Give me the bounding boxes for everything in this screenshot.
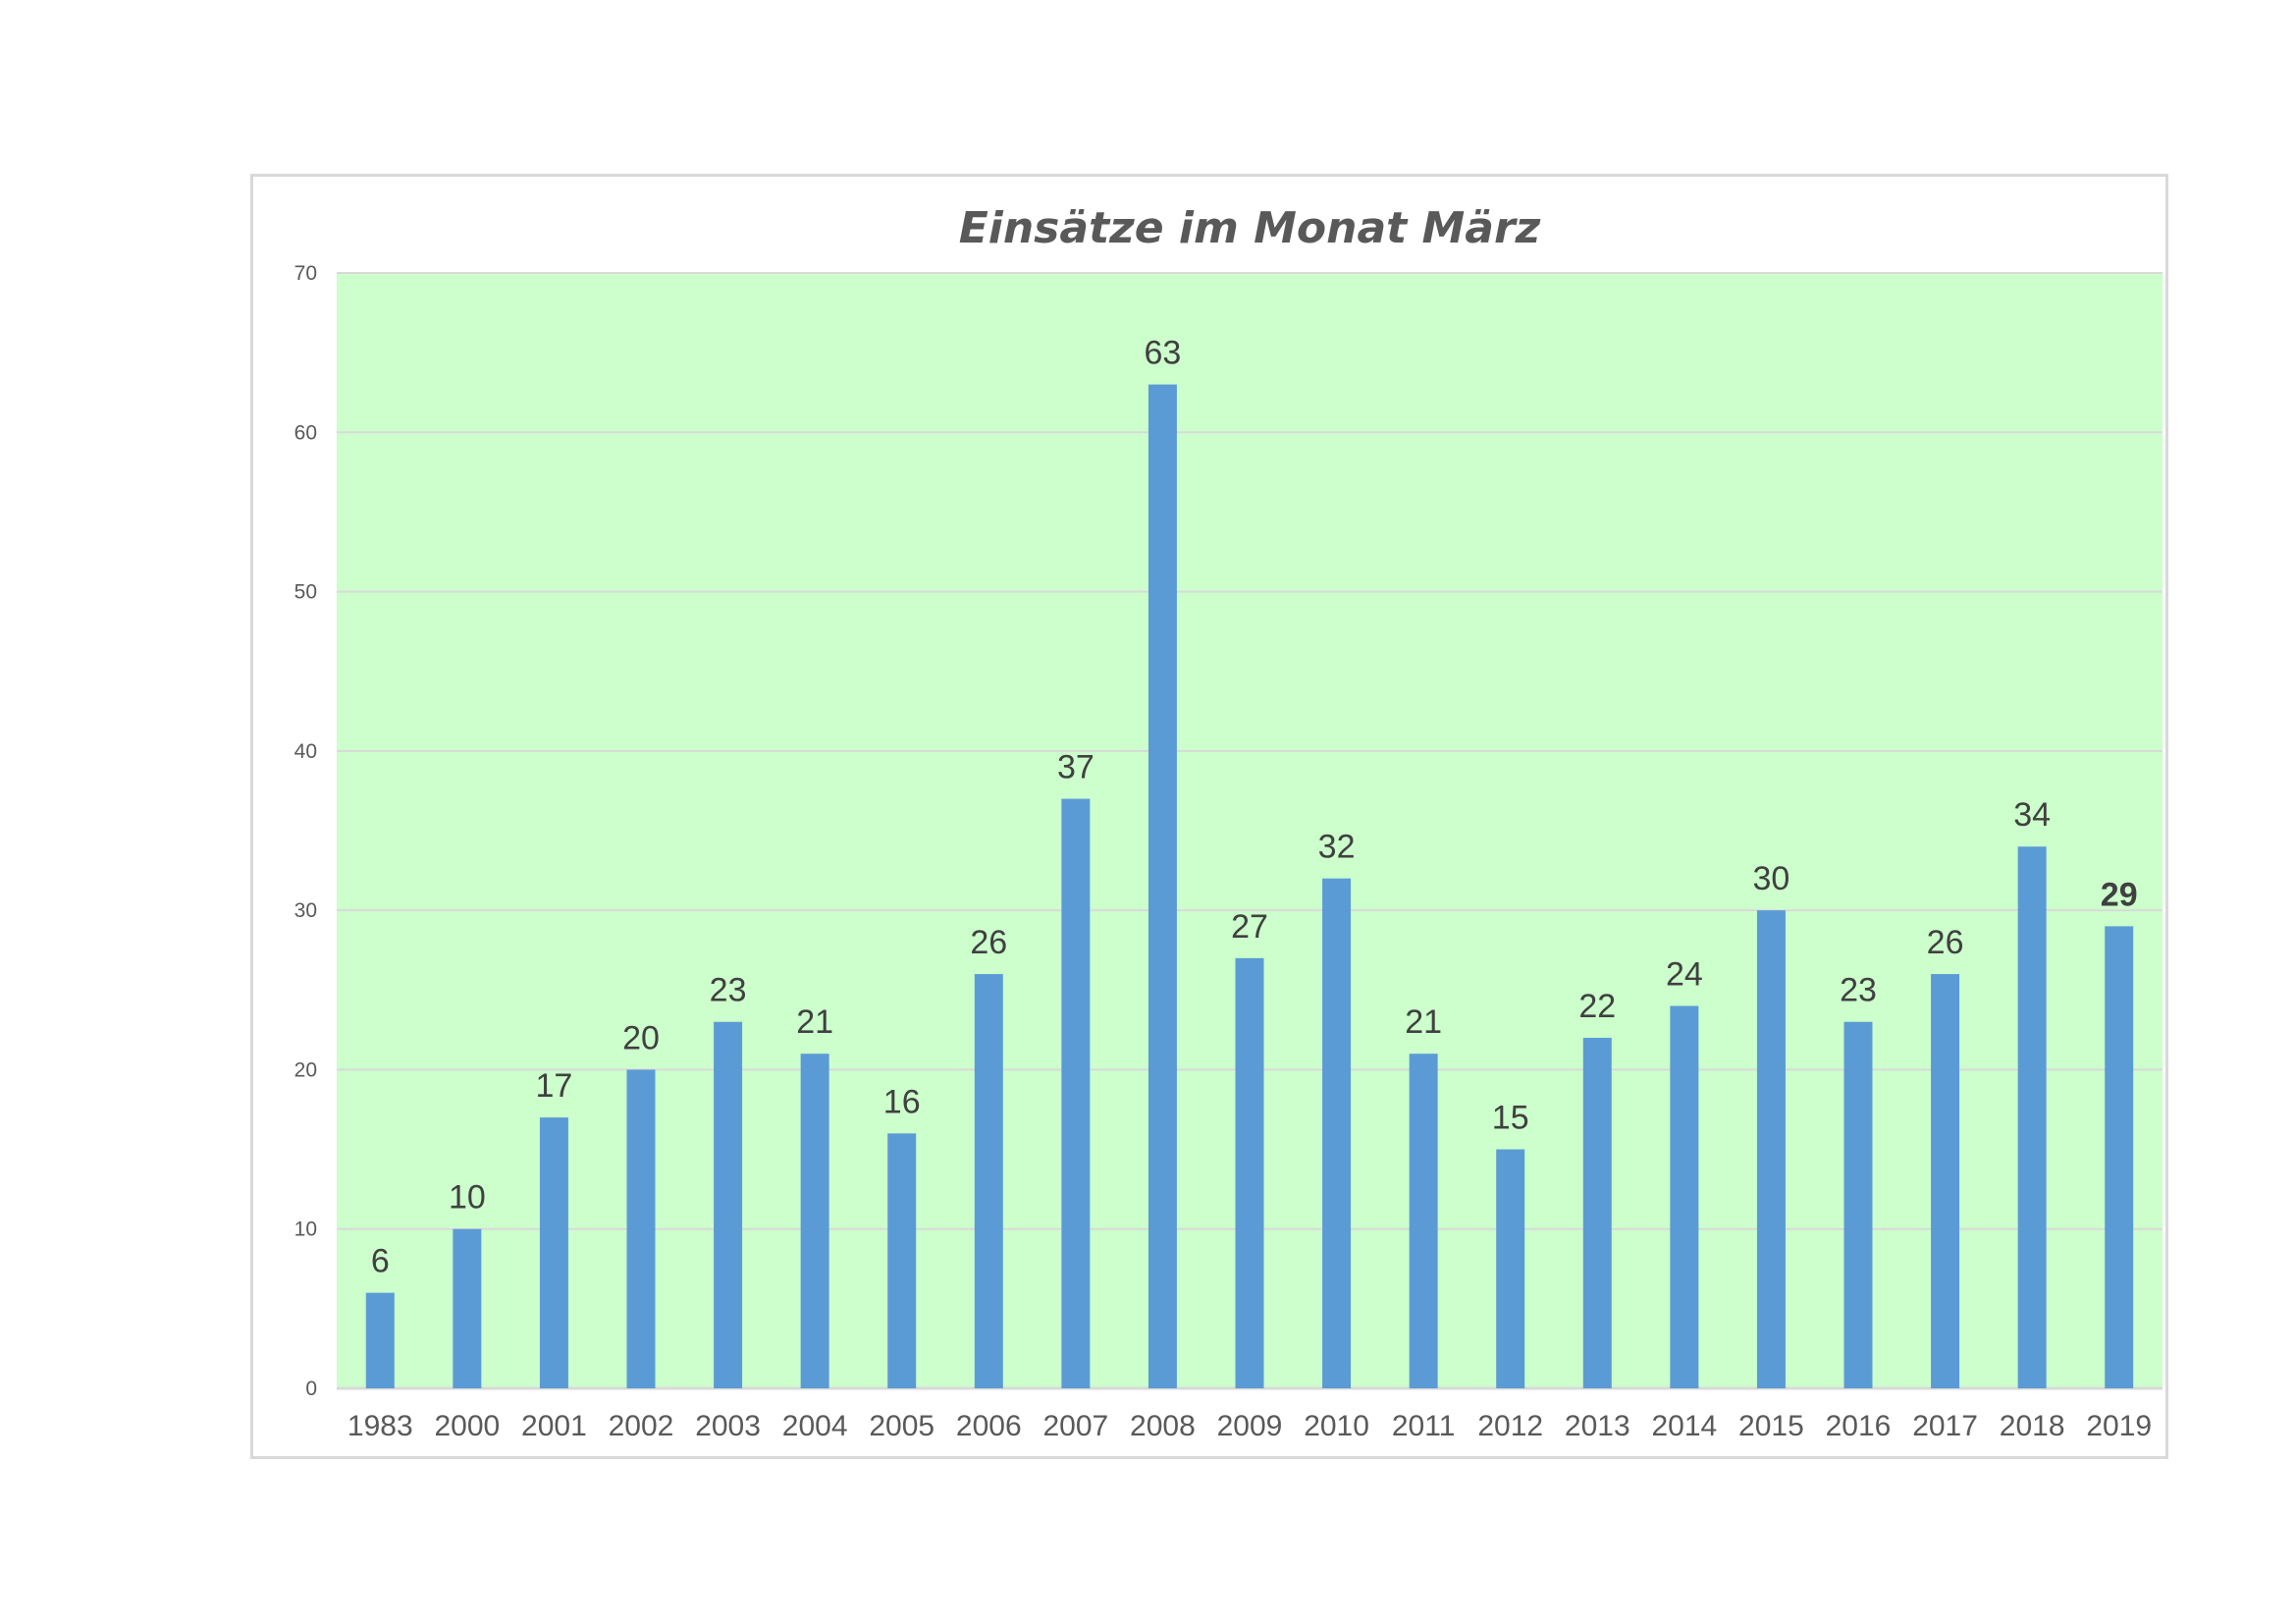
x-tick-label: 2018 — [2000, 1410, 2065, 1442]
x-tick-label: 2009 — [1217, 1410, 1283, 1442]
data-label: 34 — [2013, 796, 2051, 834]
x-tick-label: 2011 — [1392, 1410, 1456, 1442]
data-label: 26 — [970, 924, 1007, 961]
bar-chart: 0 10 20 30 40 50 60 70 6 10 17 20 23 21 16 26 37 63 27 32 2… — [294, 203, 2163, 1442]
bar — [626, 1069, 656, 1388]
bar — [2017, 846, 2047, 1388]
data-label: 21 — [1405, 1003, 1442, 1041]
y-tick-label: 20 — [294, 1058, 317, 1081]
data-label: 27 — [1231, 908, 1268, 946]
data-label: 6 — [371, 1243, 390, 1280]
data-label: 10 — [449, 1179, 486, 1217]
bar — [1148, 384, 1177, 1389]
y-tick-label: 50 — [294, 581, 317, 604]
y-tick-label: 40 — [294, 740, 317, 763]
x-tick-label: 2004 — [782, 1410, 848, 1442]
data-label: 63 — [1145, 335, 1182, 372]
bar — [800, 1054, 829, 1388]
y-tick-label: 10 — [294, 1218, 317, 1241]
x-tick-label: 2013 — [1565, 1410, 1630, 1442]
bar — [1843, 1021, 1873, 1388]
x-tick-label: 2005 — [869, 1410, 934, 1442]
data-label: 37 — [1057, 749, 1095, 786]
x-tick-label: 2001 — [521, 1410, 587, 1442]
bar — [1061, 798, 1091, 1388]
bar — [2105, 926, 2134, 1388]
bar — [1582, 1037, 1612, 1388]
x-tick-label: 2012 — [1477, 1410, 1543, 1442]
data-label: 32 — [1318, 829, 1356, 866]
data-labels: 6 10 17 20 23 21 16 26 37 63 27 32 21 15 22 24 30 23 26 34 2… — [371, 335, 2138, 1280]
x-tick-label: 2006 — [956, 1410, 1022, 1442]
data-label: 29 — [2101, 876, 2138, 913]
x-tick-label: 2017 — [1912, 1410, 1978, 1442]
data-label: 21 — [796, 1003, 833, 1041]
bar — [1670, 1005, 1699, 1388]
data-label: 23 — [710, 972, 747, 1009]
data-label: 20 — [622, 1019, 660, 1056]
x-tick-label: 2003 — [695, 1410, 761, 1442]
bar — [1756, 910, 1786, 1388]
data-label: 30 — [1753, 860, 1790, 897]
x-tick-label: 2019 — [2086, 1410, 2152, 1442]
bar — [365, 1292, 395, 1388]
x-tick-label: 2010 — [1304, 1410, 1369, 1442]
bar — [539, 1117, 568, 1388]
x-tick-label: 2007 — [1042, 1410, 1108, 1442]
x-tick-label: 2008 — [1130, 1410, 1196, 1442]
bar — [1496, 1149, 1525, 1388]
data-label: 17 — [536, 1067, 573, 1105]
y-tick-label: 70 — [294, 262, 317, 285]
bar — [974, 974, 1003, 1388]
x-tick-label: 2016 — [1826, 1410, 1892, 1442]
data-label: 16 — [883, 1083, 921, 1120]
bar — [1235, 957, 1264, 1388]
x-tick-label: 2002 — [609, 1410, 674, 1442]
bar — [1409, 1054, 1438, 1388]
data-label: 24 — [1666, 956, 1703, 994]
bar — [1322, 878, 1352, 1388]
data-label: 26 — [1927, 924, 1964, 961]
y-tick-label: 0 — [305, 1378, 317, 1400]
x-tick-label: 2015 — [1738, 1410, 1804, 1442]
bar — [453, 1228, 482, 1388]
data-label: 23 — [1840, 972, 1877, 1009]
x-tick-label: 1983 — [347, 1410, 413, 1442]
y-tick-label: 30 — [294, 899, 317, 922]
data-label: 22 — [1578, 988, 1616, 1025]
bars — [365, 384, 2134, 1389]
chart-frame: 0 10 20 30 40 50 60 70 6 10 17 20 23 21 16 26 37 63 27 32 2… — [250, 174, 2168, 1459]
y-tick-label: 60 — [294, 421, 317, 444]
y-axis: 0 10 20 30 40 50 60 70 — [294, 262, 317, 1400]
bar — [714, 1021, 743, 1388]
x-tick-label: 2014 — [1651, 1410, 1717, 1442]
x-axis: 1983 2000 2001 2002 2003 2004 2005 2006 2007 2008… — [347, 1410, 2152, 1442]
data-label: 15 — [1492, 1100, 1529, 1137]
chart-title: Einsätze im Monat März — [959, 203, 1541, 253]
x-tick-label: 2000 — [434, 1410, 500, 1442]
bar — [1931, 974, 1960, 1388]
bar — [887, 1133, 917, 1388]
